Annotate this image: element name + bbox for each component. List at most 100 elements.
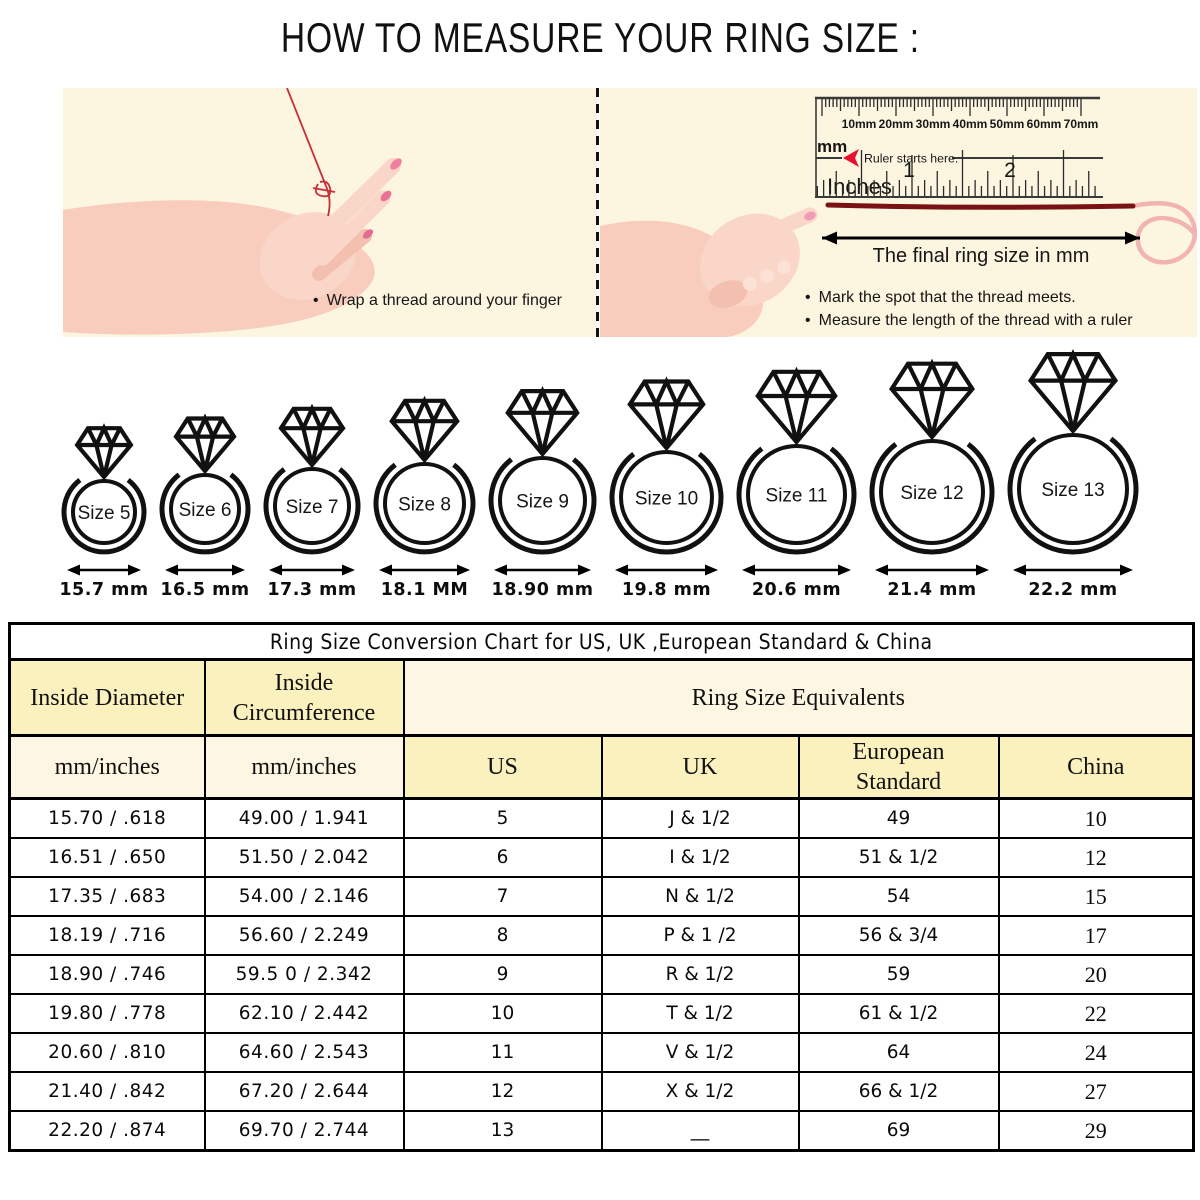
ruler-start-note: Ruler starts here.: [864, 152, 958, 166]
ring-diameter-arrow: [615, 564, 718, 576]
table-cell: 51 & 1/2: [797, 837, 1000, 878]
bullet-measure-length: Measure the length of the thread with a …: [805, 309, 1133, 332]
table-cell: R & 1/2: [600, 954, 800, 995]
ring-size-item: Size 11 20.6 mm: [730, 348, 863, 600]
ruler-inch-tick-label: 1: [903, 159, 915, 182]
ring-outer-band: [61, 478, 147, 555]
ring-label: Size 6: [179, 500, 232, 521]
diamond-ring-icon: Size 7: [263, 403, 361, 555]
header-inside-circumference: Inside Circumference: [203, 658, 405, 737]
diamond-icon: [755, 366, 838, 446]
table-cell: 69: [797, 1110, 1000, 1152]
thread-loop-illustration: [1132, 200, 1197, 265]
instruction-panel-right: 10mm 20mm 30mm 40mm 50mm 60mm 70mm mm Ruler st…: [600, 88, 1197, 337]
ring-diameter-arrow: [269, 564, 355, 576]
table-subheader-row: mm/inches mm/inches US UK European Stand…: [8, 734, 1195, 800]
ring-diameter-label: 16.5 mm: [160, 580, 250, 600]
table-cell: 29: [997, 1110, 1195, 1152]
diamond-ring-icon: Size 13: [1007, 348, 1139, 555]
table-cell: 56.60 / 2.249: [203, 915, 405, 956]
ring-outer-band: [159, 472, 251, 555]
finger-ring: [312, 229, 372, 281]
table-cell: 62.10 / 2.442: [203, 993, 405, 1034]
ring-inner-band: [619, 450, 714, 545]
ring-outer-band: [488, 457, 597, 555]
header-inside-diameter: Inside Diameter: [8, 658, 206, 737]
table-cell: 15: [997, 876, 1195, 917]
table-cell: I & 1/2: [600, 837, 800, 878]
table-cell: T & 1/2: [600, 993, 800, 1034]
bullet-wrap-thread: Wrap a thread around your finger: [313, 289, 562, 312]
ring-outer-band: [373, 462, 476, 555]
table-cell: 9: [402, 954, 603, 995]
table-cell: 7: [402, 876, 603, 917]
table-cell: 19.80 / .778: [8, 993, 206, 1034]
table-row: 21.40 / .842 67.20 / 2.644 12 X & 1/2 66 & 1…: [8, 1071, 1195, 1112]
ring-inner-band: [746, 444, 847, 545]
table-row: 22.20 / .874 69.70 / 2.744 13 __ 69 29: [8, 1110, 1195, 1152]
table-cell: 54: [797, 876, 1000, 917]
ring-diameter-arrow: [165, 564, 245, 576]
table-row: 17.35 / .683 54.00 / 2.146 7 N & 1/2 54 15: [8, 876, 1195, 917]
nail-icon: [380, 190, 392, 202]
bullet-mark-spot: Mark the spot that the thread meets.: [805, 286, 1133, 309]
ring-diameter-arrow: [494, 564, 591, 576]
subheader-us: US: [402, 734, 603, 800]
diamond-icon: [505, 385, 580, 458]
table-cell: __: [600, 1110, 800, 1152]
ring-diameter-label: 15.7 mm: [59, 580, 149, 600]
ring-size-item: Size 8 18.1 MM: [367, 348, 482, 600]
table-cell: 64: [797, 1032, 1000, 1073]
ruler-mm-tick-label: 40mm: [953, 117, 988, 131]
ring-inner-band: [879, 439, 985, 545]
table-cell: 22: [997, 993, 1195, 1034]
table-cell: 18.90 / .746: [8, 954, 206, 995]
final-size-arrow: [822, 231, 1140, 245]
table-row: 15.70 / .618 49.00 / 1.941 5 J & 1/2 49 10: [8, 797, 1195, 839]
diamond-ring-icon: Size 6: [159, 413, 251, 555]
table-cell: 18.19 / .716: [8, 915, 206, 956]
ring-outer-band: [869, 442, 995, 555]
table-cell: 20: [997, 954, 1195, 995]
diamond-icon: [278, 403, 346, 469]
table-cell: 49.00 / 1.941: [203, 797, 405, 839]
ring-diameter-arrow: [875, 564, 989, 576]
table-cell: 8: [402, 915, 603, 956]
table-cell: 24: [997, 1032, 1195, 1073]
ring-size-item: Size 12 21.4 mm: [863, 348, 1001, 600]
ring-diameter-label: 19.8 mm: [621, 580, 712, 600]
table-cell: 17.35 / .683: [8, 876, 206, 917]
diamond-ring-icon: Size 11: [736, 366, 857, 555]
diamond-ring-icon: Size 10: [609, 376, 724, 555]
ring-label: Size 5: [78, 503, 131, 524]
table-header-group-row: Inside Diameter Inside Circumference Rin…: [8, 658, 1195, 737]
ring-outer-band: [263, 467, 361, 555]
ring-diameter-label: 18.1 MM: [380, 580, 469, 600]
header-ring-size-equivalents: Ring Size Equivalents: [402, 658, 1195, 737]
table-cell: 10: [997, 797, 1195, 839]
ruler-mm-tick-label: 30mm: [916, 117, 951, 131]
ring-size-item: Size 6 16.5 mm: [153, 348, 257, 600]
thread-illustration: [286, 88, 336, 217]
table-cell: 54.00 / 2.146: [203, 876, 405, 917]
diamond-ring-icon: Size 9: [488, 385, 597, 555]
ruler-start-marker-icon: [843, 149, 859, 167]
table-cell: 69.70 / 2.744: [203, 1110, 405, 1152]
ring-sizes-row: Size 5 15.7 mm Size 6 16.5 mm Size 7 17.3 mm S…: [0, 348, 1200, 600]
ruler-mm-unit: mm: [817, 137, 847, 156]
table-cell: 21.40 / .842: [8, 1071, 206, 1112]
ruler-illustration: 10mm 20mm 30mm 40mm 50mm 60mm 70mm mm Ruler st…: [815, 96, 1103, 199]
table-cell: 66 & 1/2: [797, 1071, 1000, 1112]
ring-size-item: Size 9 18.90 mm: [482, 348, 603, 600]
ring-inner-band: [1017, 433, 1129, 545]
table-row: 16.51 / .650 51.50 / 2.042 6 I & 1/2 51 & 1/…: [8, 837, 1195, 878]
table-cell: 56 & 3/4: [797, 915, 1000, 956]
right-panel-bullets: Mark the spot that the thread meets. Mea…: [805, 286, 1133, 332]
table-cell: N & 1/2: [600, 876, 800, 917]
final-size-arrow-label: The final ring size in mm: [873, 245, 1090, 267]
table-cell: 67.20 / 2.644: [203, 1071, 405, 1112]
nail-icon: [390, 158, 402, 170]
table-cell: 27: [997, 1071, 1195, 1112]
ring-diameter-arrow: [67, 564, 141, 576]
